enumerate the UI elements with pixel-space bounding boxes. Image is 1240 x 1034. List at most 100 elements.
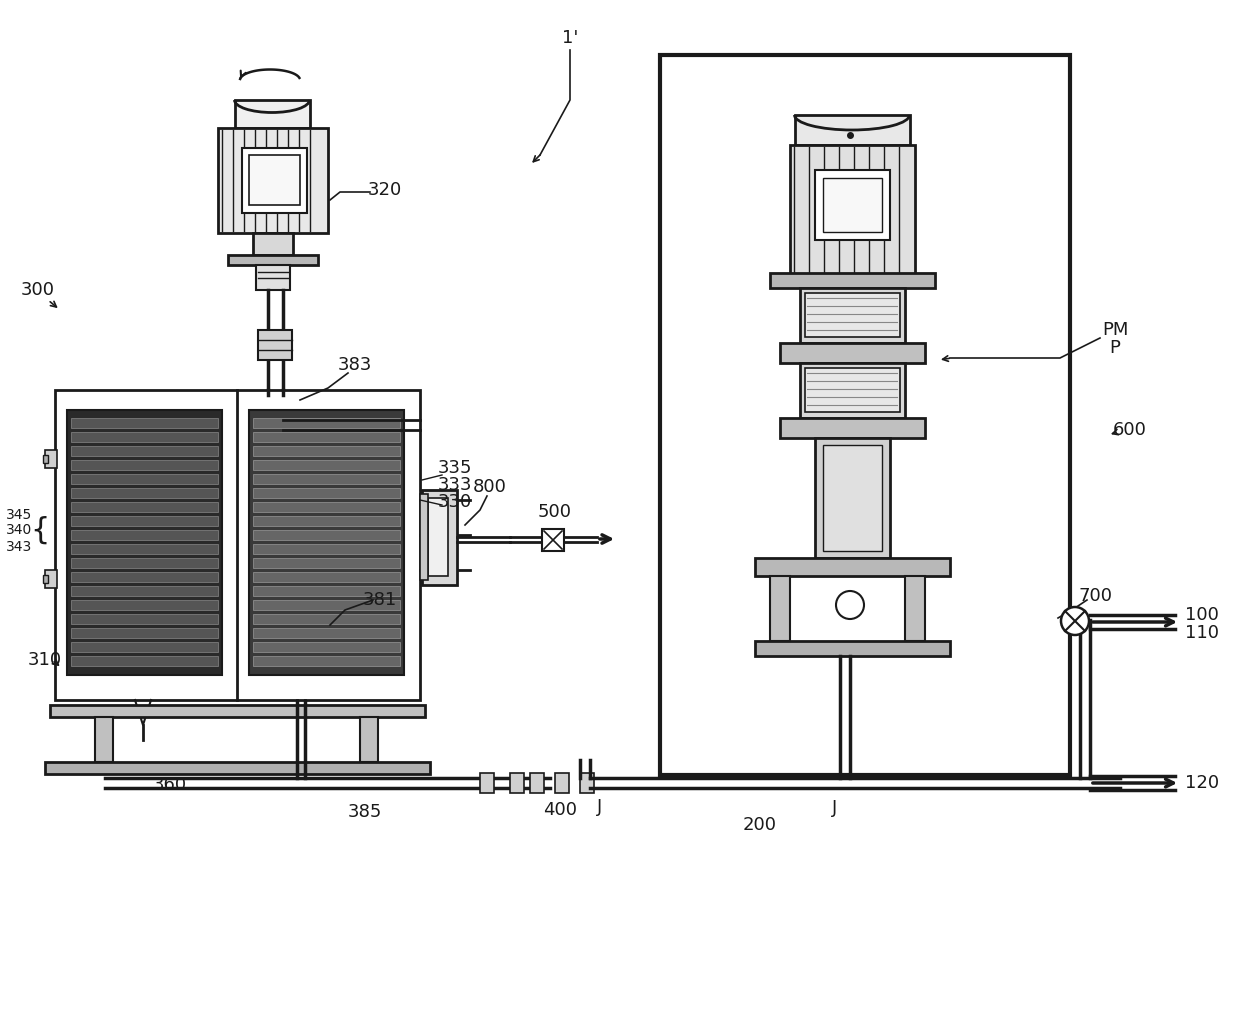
Bar — [43, 455, 48, 463]
Bar — [253, 614, 401, 624]
Text: J: J — [598, 798, 603, 816]
Bar — [253, 558, 401, 568]
Bar — [50, 705, 425, 717]
Bar — [71, 516, 218, 526]
Bar — [258, 330, 291, 360]
Bar — [228, 255, 317, 265]
Bar — [805, 368, 900, 412]
Bar — [780, 418, 925, 438]
Text: 800: 800 — [474, 478, 507, 496]
Bar — [542, 529, 564, 551]
Text: J: J — [832, 799, 838, 817]
Bar — [428, 498, 448, 576]
Bar — [253, 642, 401, 652]
Text: 320: 320 — [368, 181, 402, 199]
Bar — [71, 642, 218, 652]
Bar — [660, 55, 1070, 776]
Text: 345: 345 — [6, 508, 32, 522]
Bar — [823, 445, 882, 551]
Bar — [800, 288, 905, 343]
Bar — [95, 717, 113, 762]
Bar — [253, 516, 401, 526]
Circle shape — [1061, 607, 1089, 635]
Bar — [253, 474, 401, 484]
Bar — [71, 586, 218, 596]
Bar — [795, 115, 910, 145]
Bar — [253, 501, 401, 512]
Bar — [71, 432, 218, 442]
Text: 333: 333 — [438, 476, 472, 494]
Bar — [71, 418, 218, 428]
Bar — [253, 233, 293, 255]
Bar — [510, 773, 525, 793]
Bar — [770, 576, 790, 641]
Bar — [815, 438, 890, 558]
Bar — [755, 558, 950, 576]
Bar — [71, 530, 218, 540]
Bar — [360, 717, 378, 762]
Bar — [420, 494, 428, 580]
Bar — [805, 293, 900, 337]
Text: 600: 600 — [1114, 421, 1147, 439]
Text: 310: 310 — [29, 651, 62, 669]
Bar — [253, 530, 401, 540]
Bar — [71, 488, 218, 498]
Bar — [480, 773, 494, 793]
Text: 700: 700 — [1078, 587, 1112, 605]
Bar — [249, 155, 300, 205]
Text: PM: PM — [1102, 321, 1128, 339]
Text: P: P — [1110, 339, 1121, 357]
Text: 330: 330 — [438, 493, 472, 511]
Text: 381: 381 — [363, 591, 397, 609]
Circle shape — [836, 591, 864, 619]
Bar — [253, 432, 401, 442]
Text: 200: 200 — [743, 816, 777, 834]
Bar — [71, 474, 218, 484]
Bar — [253, 418, 401, 428]
Bar — [253, 586, 401, 596]
Text: 120: 120 — [1185, 774, 1219, 792]
Bar — [580, 773, 594, 793]
Text: 1': 1' — [562, 29, 578, 47]
Bar — [71, 501, 218, 512]
Text: 500: 500 — [538, 503, 572, 521]
Bar — [255, 265, 290, 290]
Text: 343: 343 — [6, 540, 32, 554]
Bar — [236, 100, 310, 128]
Bar — [55, 390, 420, 700]
Bar — [253, 656, 401, 666]
Text: 383: 383 — [337, 356, 372, 374]
Bar — [253, 544, 401, 554]
Bar — [71, 614, 218, 624]
Bar — [790, 145, 915, 275]
Bar — [45, 762, 430, 774]
Bar — [815, 170, 890, 240]
Bar — [556, 773, 569, 793]
Bar — [770, 273, 935, 288]
Bar — [71, 572, 218, 582]
Bar — [422, 490, 458, 585]
Bar — [242, 148, 308, 213]
Bar — [218, 128, 329, 233]
Bar — [67, 410, 222, 675]
Bar — [823, 178, 882, 232]
Bar — [1061, 608, 1087, 634]
Bar — [71, 446, 218, 456]
Text: 300: 300 — [21, 281, 55, 299]
Text: 100: 100 — [1185, 606, 1219, 624]
Bar — [780, 343, 925, 363]
Bar — [249, 410, 404, 675]
Bar — [905, 576, 925, 641]
Bar — [71, 600, 218, 610]
Text: 385: 385 — [347, 803, 382, 821]
Bar — [71, 558, 218, 568]
Bar — [253, 628, 401, 638]
Bar — [253, 460, 401, 470]
Text: {: { — [30, 516, 50, 545]
Bar — [755, 641, 950, 656]
Bar — [71, 656, 218, 666]
Text: 340: 340 — [6, 523, 32, 537]
Bar — [43, 575, 48, 583]
Bar — [253, 572, 401, 582]
Bar — [71, 544, 218, 554]
